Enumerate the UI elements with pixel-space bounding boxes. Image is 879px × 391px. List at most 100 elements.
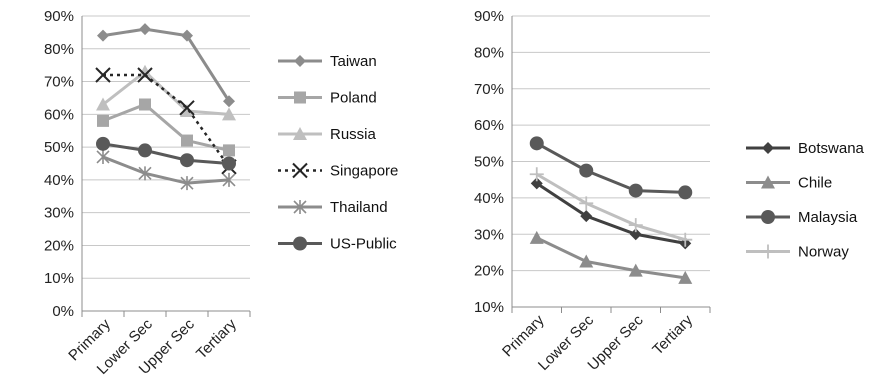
data-point <box>222 172 236 187</box>
data-point <box>529 230 544 244</box>
y-tick-label: 10% <box>44 270 74 287</box>
y-tick-label: 30% <box>474 226 504 243</box>
data-point <box>137 67 153 83</box>
legend-marker <box>294 91 306 104</box>
legend: Botswana Chile Malaysia Norway <box>746 140 865 261</box>
legend-marker <box>761 175 775 189</box>
data-point <box>97 114 109 127</box>
legend-marker <box>761 244 775 259</box>
legend-marker <box>292 162 308 179</box>
data-point <box>180 153 194 168</box>
series-line <box>535 172 686 242</box>
series-line <box>535 182 686 245</box>
data-point <box>529 167 544 182</box>
data-point <box>579 196 594 211</box>
legend-marker <box>293 200 307 214</box>
series-line <box>536 236 686 280</box>
series-line <box>103 73 231 168</box>
data-point <box>180 104 194 118</box>
data-point <box>580 210 593 223</box>
y-tick-label: 90% <box>474 8 504 25</box>
y-tick-label: 20% <box>44 237 74 254</box>
legend-item: Chile <box>746 175 832 192</box>
data-point <box>138 143 152 158</box>
data-point <box>678 232 693 247</box>
legend-label: Singapore <box>330 163 398 180</box>
series-line <box>102 27 231 103</box>
legend-item: Thailand <box>278 199 388 216</box>
data-point <box>529 136 544 151</box>
y-tick-label: 60% <box>474 117 504 134</box>
series-chile <box>529 230 693 284</box>
legend-item: Malaysia <box>746 209 858 226</box>
data-point <box>138 64 152 78</box>
y-tick-label: 10% <box>474 299 504 316</box>
data-point <box>530 177 543 190</box>
data-point <box>138 166 152 181</box>
legend-marker <box>293 127 307 140</box>
data-point <box>223 144 235 157</box>
data-point <box>179 100 195 116</box>
data-point <box>628 218 643 233</box>
y-tick-label: 60% <box>44 106 74 123</box>
legend-marker <box>761 210 775 224</box>
legend-label: Taiwan <box>330 53 377 70</box>
y-tick-label: 70% <box>44 74 74 91</box>
data-point <box>95 67 111 83</box>
y-tick-label: 80% <box>44 41 74 58</box>
series-russia <box>96 64 236 121</box>
data-point <box>629 228 642 241</box>
chart-2: 10%20%30%40%50%60%70%80%90%PrimaryLower … <box>474 8 865 374</box>
series-line <box>102 69 230 116</box>
data-point <box>222 156 236 171</box>
legend-label: Botswana <box>798 140 865 157</box>
series-line <box>102 155 230 185</box>
data-point <box>139 23 151 36</box>
series-us-public <box>96 136 236 171</box>
legend-item: US-Public <box>278 236 397 253</box>
data-point <box>223 95 235 108</box>
legend-item: Singapore <box>278 163 398 180</box>
data-point <box>97 29 109 42</box>
y-tick-label: 0% <box>52 303 74 320</box>
data-point <box>181 29 193 42</box>
legend: Taiwan Poland Russia Singapore Thailand US-Pu… <box>278 53 398 253</box>
y-tick-label: 20% <box>474 263 504 280</box>
data-point <box>181 134 193 147</box>
data-point <box>96 97 110 111</box>
x-category-label: Primary <box>499 311 548 360</box>
data-point <box>678 185 693 200</box>
data-point <box>139 98 151 111</box>
data-point <box>628 263 643 277</box>
y-tick-label: 40% <box>44 172 74 189</box>
series-taiwan <box>97 23 235 108</box>
legend-item: Poland <box>278 90 377 107</box>
series-poland <box>97 98 235 157</box>
y-tick-label: 30% <box>44 205 74 222</box>
legend-label: Chile <box>798 175 832 192</box>
series-thailand <box>96 149 236 191</box>
series-malaysia <box>529 136 693 200</box>
y-tick-label: 80% <box>474 44 504 61</box>
data-point <box>96 136 110 151</box>
series-line <box>102 142 230 165</box>
legend-item: Taiwan <box>278 53 377 70</box>
legend-label: Poland <box>330 90 377 107</box>
legend-label: Malaysia <box>798 209 858 226</box>
legend-item: Norway <box>746 244 849 261</box>
legend-marker <box>293 236 307 251</box>
series-line <box>102 102 230 152</box>
x-category-label: Tertiary <box>193 315 240 362</box>
legend-item: Russia <box>278 126 377 143</box>
x-category-label: Tertiary <box>649 311 696 358</box>
series-norway <box>529 167 693 247</box>
legend-label: Norway <box>798 244 849 261</box>
data-point <box>180 176 194 191</box>
series-line <box>536 141 686 194</box>
series-botswana <box>530 177 692 250</box>
data-point <box>222 107 236 121</box>
y-tick-label: 50% <box>44 139 74 156</box>
data-point <box>678 270 693 284</box>
legend-marker <box>294 55 306 67</box>
